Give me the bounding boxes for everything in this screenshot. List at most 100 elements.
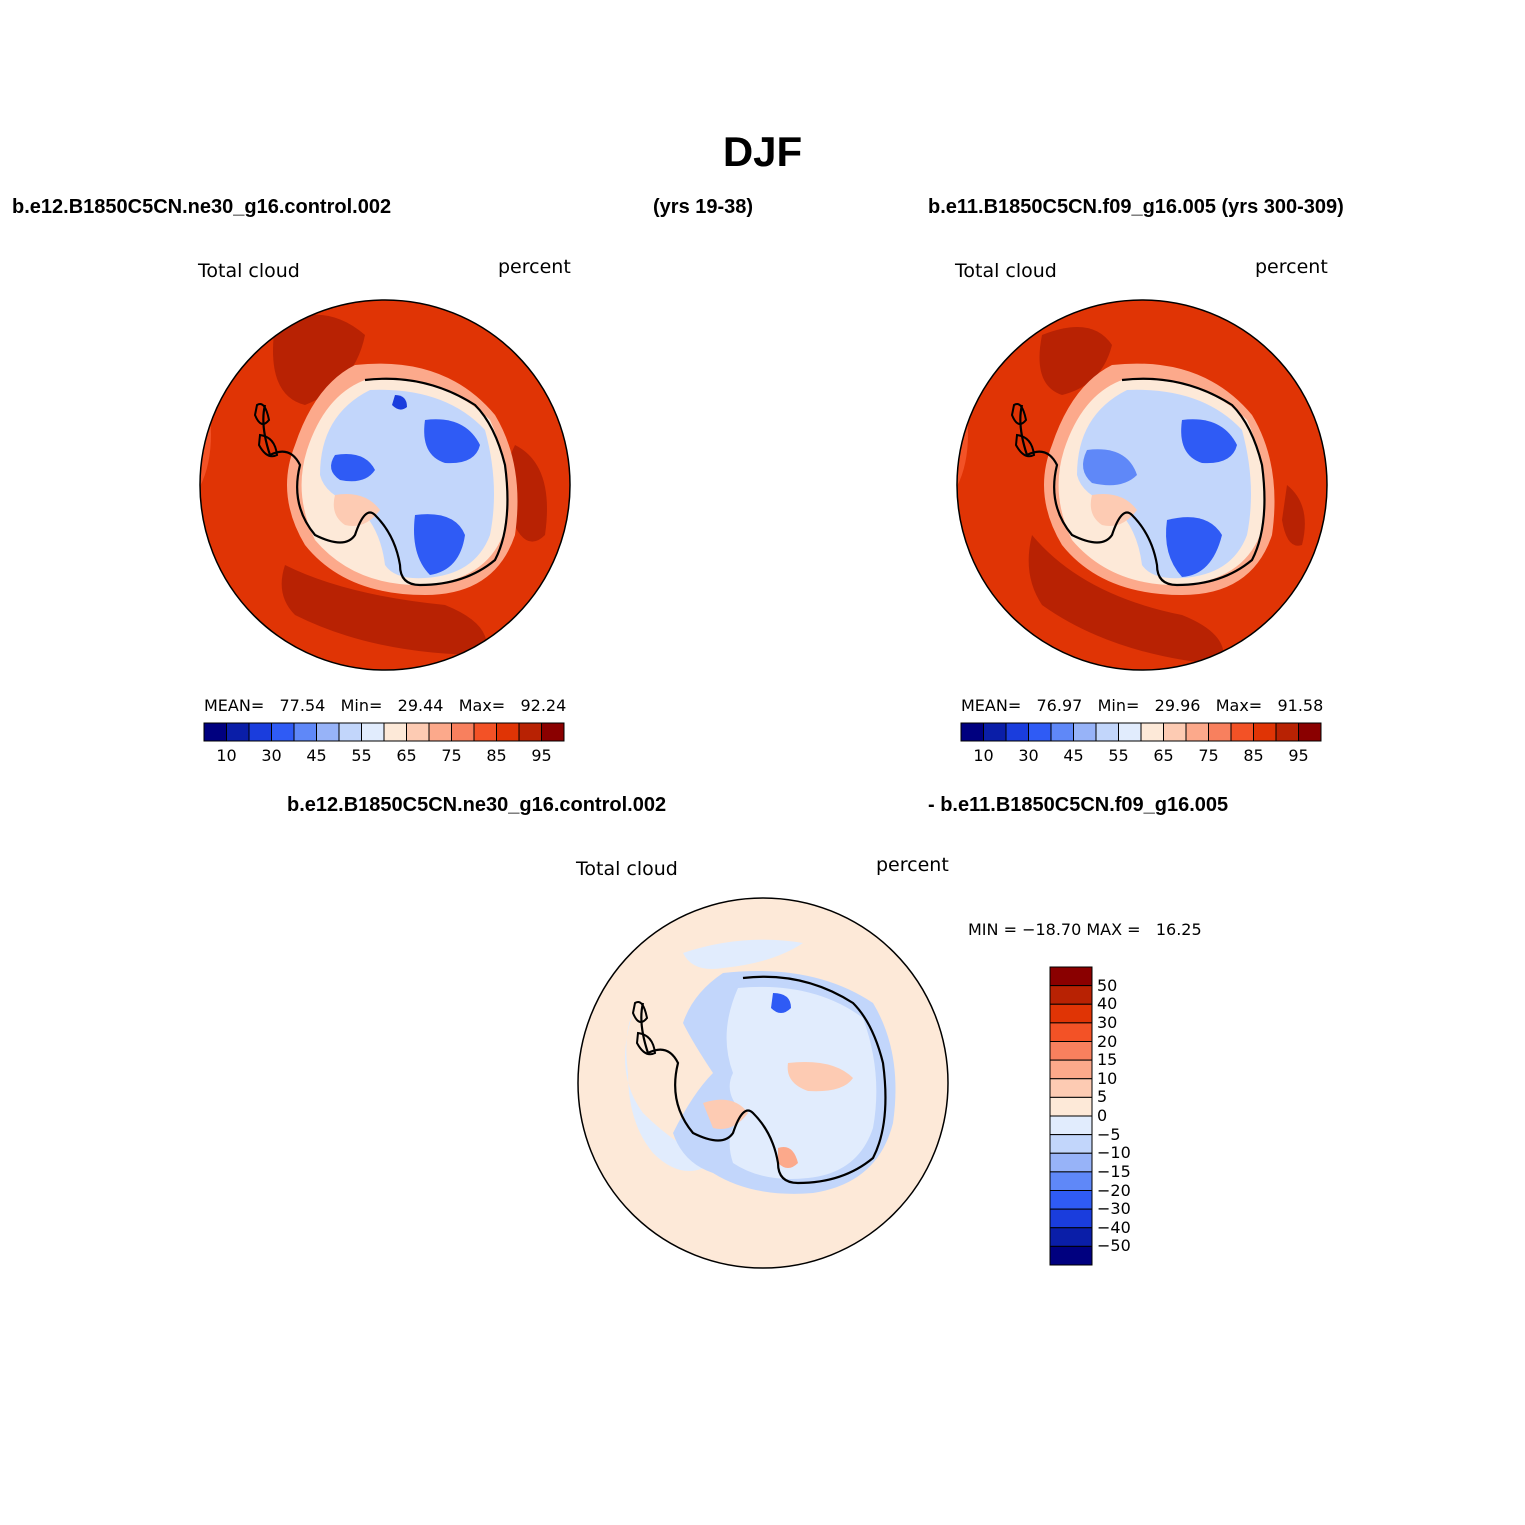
- panel2-colorbar-box: [1095, 722, 1119, 742]
- panel2-max-value: 91.58: [1277, 696, 1324, 715]
- diff-min-max: MIN = −18.70 MAX = 16.25: [968, 920, 1202, 939]
- panel2-colorbar-box: [1140, 722, 1164, 742]
- panel1-colorbar-tick-label: 95: [531, 746, 552, 765]
- panel1-polar-map: [199, 299, 571, 671]
- panel1-units-label: percent: [498, 256, 571, 278]
- diff-colorbar-tick-label: 30: [1097, 1012, 1118, 1032]
- diff-colorbar-box: [1049, 1003, 1093, 1024]
- panel2-colorbar-box: [1050, 722, 1074, 742]
- panel1-colorbar-tick-label: 85: [486, 746, 507, 765]
- panel1-colorbar-tick-label: 55: [351, 746, 372, 765]
- diff-colorbar-box: [1049, 1245, 1093, 1266]
- panel2-colorbar-box: [1118, 722, 1142, 742]
- diff-colorbar-tick-label: 10: [1097, 1068, 1118, 1088]
- panel2-min-label: Min=: [1097, 696, 1140, 715]
- panel2-colorbar-tick-label: 55: [1108, 746, 1129, 765]
- panel1-colorbar-box: [406, 722, 430, 742]
- diff-colorbar-box: [1049, 1115, 1093, 1136]
- diff-colorbar-box: [1049, 1041, 1093, 1061]
- panel2-colorbar-box: [1208, 722, 1232, 742]
- panel1-colorbar-box: [293, 722, 317, 742]
- panel1-colorbar-box: [428, 722, 452, 742]
- panel2-colorbar-tick-label: 45: [1063, 746, 1084, 765]
- panel1-max-label: Max=: [458, 696, 506, 715]
- panel2-colorbar-tick-label: 65: [1153, 746, 1174, 765]
- diff-colorbar-box: [1049, 1171, 1093, 1191]
- diff-colorbar-tick-label: 0: [1097, 1106, 1108, 1125]
- panel2-colorbar-box: [1073, 722, 1097, 742]
- diff-case-label-left: b.e12.B1850C5CN.ne30_g16.control.002: [287, 794, 667, 816]
- panel2-colorbar-box: [1230, 722, 1254, 742]
- diff-case-label-right: - b.e11.B1850C5CN.f09_g16.005: [928, 794, 1229, 816]
- diff-colorbar-tick-label: −10: [1097, 1143, 1131, 1163]
- panel1-colorbar-box: [248, 722, 272, 742]
- diff-colorbar-box: [1049, 966, 1093, 987]
- panel1-max-value: 92.24: [520, 696, 567, 715]
- panel2-stats: MEAN= 76.97 Min= 29.96 Max= 91.58: [961, 696, 1323, 715]
- panel2-mean-value: 76.97: [1036, 696, 1083, 715]
- panel2-colorbar-box: [960, 722, 984, 742]
- diff-colorbar-tick-label: −5: [1097, 1124, 1121, 1144]
- panel2-colorbar-box: [983, 722, 1007, 742]
- panel1-colorbar-box: [473, 722, 497, 742]
- panel1-colorbar: [203, 722, 565, 742]
- panel1-colorbar-box: [451, 722, 475, 742]
- panel1-colorbar-tick-label: 65: [396, 746, 417, 765]
- diff-colorbar-tick-label: −40: [1097, 1217, 1131, 1237]
- diff-colorbar: [1049, 966, 1093, 1266]
- diff-colorbar-box: [1049, 1190, 1093, 1210]
- panel2-colorbar-box: [1275, 722, 1299, 742]
- panel1-colorbar-box: [226, 722, 250, 742]
- panel2-colorbar-box: [1163, 722, 1187, 742]
- diff-colorbar-box: [1049, 1022, 1093, 1042]
- diff-colorbar-box: [1049, 1059, 1093, 1080]
- plot-title: DJF: [722, 128, 803, 175]
- panel2-colorbar-box: [1028, 722, 1052, 742]
- diff-polar-map: [577, 897, 949, 1269]
- panel2-polar-map: [956, 299, 1328, 671]
- diff-colorbar-tick-label: −50: [1097, 1236, 1131, 1256]
- case-label-right: b.e11.B1850C5CN.f09_g16.005 (yrs 300-309…: [928, 196, 1344, 218]
- panel1-stats: MEAN= 77.54 Min= 29.44 Max= 92.24: [204, 696, 566, 715]
- panel2-min-value: 29.96: [1154, 696, 1201, 715]
- diff-colorbar-tick-label: 40: [1097, 994, 1118, 1014]
- panel2-colorbar-tick-label: 95: [1288, 746, 1309, 765]
- diff-colorbar-tick-label: 15: [1097, 1050, 1118, 1070]
- diff-colorbar-tick-label: 20: [1097, 1031, 1118, 1051]
- panel2-colorbar-tick-label: 85: [1243, 746, 1264, 765]
- panel2-colorbar: [960, 722, 1322, 742]
- diff-colorbar-tick-label: −20: [1097, 1180, 1131, 1200]
- diff-colorbar-tick-label: 5: [1097, 1087, 1108, 1107]
- diff-variable-label: Total cloud: [576, 858, 678, 880]
- panel1-colorbar-box: [383, 722, 407, 742]
- diff-colorbar-tick-label: −15: [1097, 1161, 1131, 1181]
- panel1-colorbar-box: [518, 722, 542, 742]
- case-years-left: (yrs 19-38): [653, 196, 754, 218]
- diff-colorbar-box: [1049, 1134, 1093, 1154]
- diff-colorbar-box: [1049, 1227, 1093, 1247]
- panel1-colorbar-box: [496, 722, 520, 742]
- panel2-variable-label: Total cloud: [955, 260, 1057, 282]
- panel2-colorbar-box: [1185, 722, 1209, 742]
- diff-colorbar-box: [1049, 1096, 1093, 1117]
- panel1-mean-value: 77.54: [279, 696, 326, 715]
- diff-colorbar-box: [1049, 1208, 1093, 1229]
- diff-colorbar-box: [1049, 1152, 1093, 1173]
- panel1-min-value: 29.44: [397, 696, 444, 715]
- panel2-colorbar-box: [1005, 722, 1029, 742]
- panel1-colorbar-tick-label: 30: [261, 746, 282, 765]
- panel1-colorbar-tick-label: 45: [306, 746, 327, 765]
- panel1-colorbar-box: [361, 722, 385, 742]
- panel1-colorbar-box: [316, 722, 340, 742]
- panel2-max-label: Max=: [1215, 696, 1263, 715]
- panel1-colorbar-box: [203, 722, 227, 742]
- panel2-units-label: percent: [1255, 256, 1328, 278]
- panel1-colorbar-tick-label: 75: [441, 746, 462, 765]
- diff-colorbar-box: [1049, 985, 1093, 1005]
- case-label-left: b.e12.B1850C5CN.ne30_g16.control.002: [12, 196, 392, 218]
- panel2-colorbar-tick-label: 10: [973, 746, 994, 765]
- panel1-colorbar-box: [271, 722, 295, 742]
- panel2-colorbar-tick-label: 30: [1018, 746, 1039, 765]
- panel1-colorbar-box: [541, 722, 565, 742]
- panel1-mean-label: MEAN=: [204, 696, 265, 715]
